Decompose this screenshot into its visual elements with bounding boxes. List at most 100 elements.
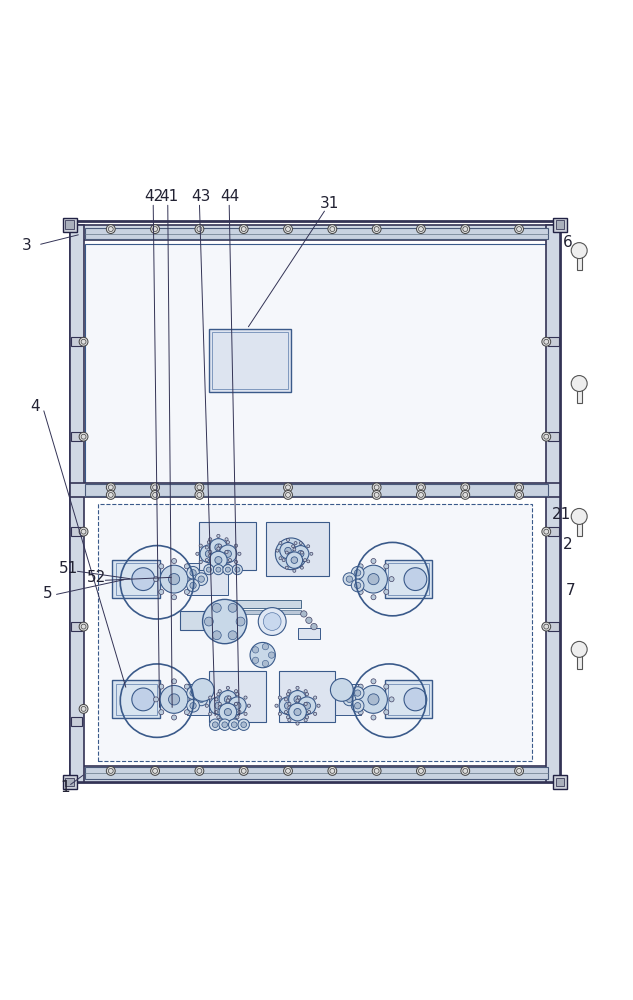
Circle shape	[212, 631, 222, 640]
Bar	[85, 484, 548, 496]
Circle shape	[79, 432, 88, 441]
Circle shape	[187, 566, 199, 579]
Circle shape	[461, 491, 470, 499]
Circle shape	[305, 693, 309, 696]
Circle shape	[238, 698, 241, 701]
Circle shape	[153, 697, 158, 702]
Circle shape	[298, 697, 316, 715]
Circle shape	[354, 703, 361, 709]
Bar	[70, 483, 560, 497]
Bar	[70, 221, 560, 782]
Circle shape	[160, 565, 188, 593]
Circle shape	[218, 702, 222, 706]
Circle shape	[234, 560, 237, 564]
Circle shape	[294, 696, 301, 703]
Circle shape	[298, 551, 304, 557]
Circle shape	[238, 710, 241, 714]
Bar	[98, 504, 532, 761]
Bar	[71, 717, 82, 726]
Bar	[298, 628, 320, 639]
Bar	[70, 225, 560, 240]
Circle shape	[417, 491, 425, 499]
Circle shape	[571, 641, 587, 657]
Circle shape	[461, 225, 470, 234]
Bar	[387, 563, 429, 595]
Circle shape	[285, 547, 291, 554]
Bar	[212, 332, 288, 389]
Circle shape	[304, 690, 307, 693]
Circle shape	[268, 652, 275, 658]
Circle shape	[299, 542, 302, 545]
Bar	[209, 329, 291, 392]
Bar	[228, 600, 301, 608]
Circle shape	[294, 704, 297, 707]
Circle shape	[225, 554, 228, 557]
Bar	[70, 225, 84, 782]
Circle shape	[207, 541, 211, 544]
Circle shape	[79, 622, 88, 631]
Circle shape	[209, 567, 212, 570]
Circle shape	[308, 710, 311, 714]
Circle shape	[210, 551, 227, 569]
Circle shape	[360, 685, 387, 713]
Bar	[70, 766, 560, 782]
Bar	[115, 563, 156, 595]
Circle shape	[187, 687, 199, 699]
Circle shape	[235, 567, 240, 572]
Circle shape	[168, 574, 180, 585]
Circle shape	[358, 684, 363, 689]
Circle shape	[288, 690, 291, 693]
Circle shape	[298, 712, 301, 715]
Circle shape	[234, 702, 241, 709]
Bar	[385, 560, 432, 598]
Circle shape	[205, 559, 208, 562]
Circle shape	[195, 225, 204, 234]
Circle shape	[209, 554, 212, 557]
Circle shape	[286, 693, 290, 696]
Circle shape	[371, 715, 376, 720]
Circle shape	[284, 766, 292, 775]
Circle shape	[199, 560, 203, 564]
Circle shape	[298, 704, 301, 707]
Circle shape	[153, 577, 158, 582]
Circle shape	[228, 603, 237, 612]
Circle shape	[241, 722, 247, 728]
Circle shape	[234, 719, 237, 722]
Circle shape	[307, 560, 310, 563]
Circle shape	[286, 552, 303, 568]
Circle shape	[225, 567, 230, 572]
Circle shape	[289, 703, 306, 721]
Bar	[85, 244, 548, 487]
Circle shape	[215, 560, 218, 564]
Circle shape	[275, 538, 307, 570]
Circle shape	[311, 623, 317, 630]
Bar	[548, 622, 559, 631]
Circle shape	[346, 696, 353, 703]
Circle shape	[219, 719, 230, 730]
Circle shape	[571, 376, 587, 392]
Circle shape	[372, 483, 381, 492]
Circle shape	[404, 688, 427, 711]
Bar	[71, 527, 82, 536]
Circle shape	[308, 698, 311, 701]
Circle shape	[292, 546, 309, 562]
Bar	[115, 684, 156, 715]
Circle shape	[213, 722, 218, 728]
Circle shape	[288, 702, 291, 706]
Circle shape	[371, 679, 376, 684]
Circle shape	[279, 542, 282, 545]
Circle shape	[234, 702, 237, 706]
Circle shape	[372, 225, 381, 234]
Bar	[320, 684, 361, 715]
Circle shape	[159, 684, 164, 689]
Circle shape	[279, 712, 282, 715]
Circle shape	[225, 696, 228, 699]
Circle shape	[294, 542, 297, 545]
Circle shape	[296, 686, 299, 689]
Circle shape	[236, 617, 245, 626]
Circle shape	[225, 550, 228, 554]
Circle shape	[289, 552, 291, 555]
Circle shape	[216, 534, 220, 538]
Circle shape	[301, 566, 303, 569]
Circle shape	[417, 225, 425, 234]
